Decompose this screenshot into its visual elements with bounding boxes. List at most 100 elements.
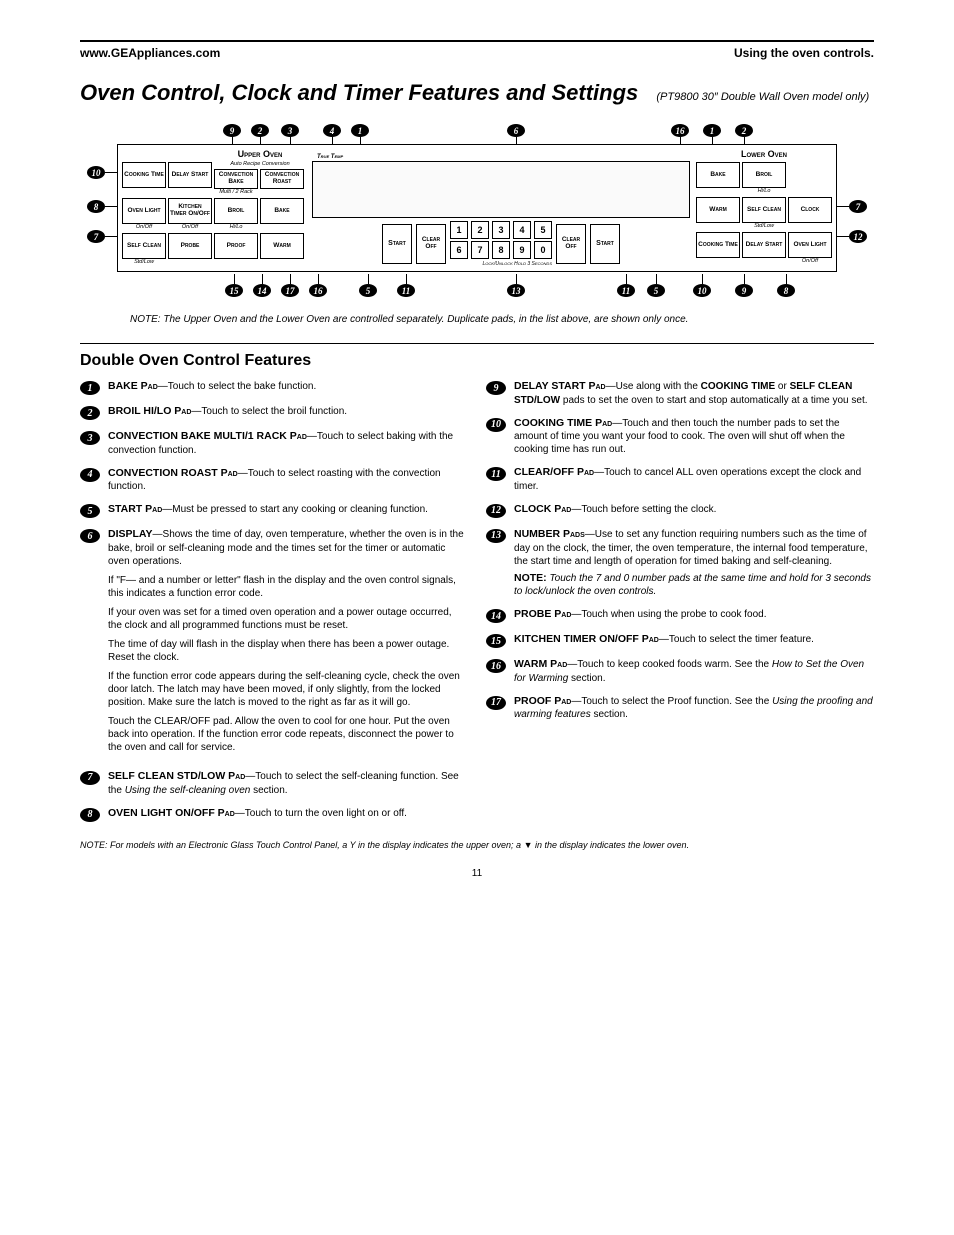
feature-body: COOKING TIME Pad—Touch and then touch th… xyxy=(514,417,874,457)
feature-body: WARM Pad—Touch to keep cooked foods warm… xyxy=(514,658,874,685)
feature-3: 3CONVECTION BAKE MULTI/1 RACK Pad—Touch … xyxy=(80,430,468,457)
kitchen-timer-btn[interactable]: Kitchen Timer On/Off xyxy=(168,198,212,224)
callout-11: 11 xyxy=(397,284,415,297)
feature-body: NUMBER Pads—Use to set any function requ… xyxy=(514,528,874,598)
feature-body: BROIL HI/LO Pad—Touch to select the broi… xyxy=(108,405,468,420)
feature-body: BAKE Pad—Touch to select the bake functi… xyxy=(108,380,468,395)
num-0[interactable]: 0 xyxy=(534,241,552,259)
num-5[interactable]: 5 xyxy=(534,221,552,239)
feature-6: 6DISPLAY—Shows the time of day, oven tem… xyxy=(80,528,468,760)
lcd-label: True Temp xyxy=(317,154,343,160)
control-panel-diagram: 9234161612 1087 712 Upper Oven Cooking T… xyxy=(117,118,837,304)
probe-btn[interactable]: Probe xyxy=(168,233,212,259)
top-rule xyxy=(80,40,874,42)
l-hilo-note: Hi/Lo xyxy=(742,189,786,196)
feature-11: 11 CLEAR/OFF Pad—Touch to cancel ALL oven… xyxy=(486,466,874,493)
l-onoff-note: On/Off xyxy=(788,259,832,266)
feature-16: 16 WARM Pad—Touch to keep cooked foods wa… xyxy=(486,658,874,685)
lcd-display: True Temp xyxy=(312,161,690,218)
feature-body: PROOF Pad—Touch to select the Proof func… xyxy=(514,695,874,722)
bake-btn[interactable]: Bake xyxy=(260,198,304,224)
l-light-btn[interactable]: Oven Light xyxy=(788,232,832,258)
feature-bullet: 16 xyxy=(486,659,506,673)
feature-bullet: 1 xyxy=(80,381,100,395)
feature-14: 14PROBE Pad—Touch when using the probe t… xyxy=(486,608,874,623)
feature-bullet: 12 xyxy=(486,504,506,518)
callout-12: 12 xyxy=(849,230,867,243)
callout-13: 13 xyxy=(507,284,525,297)
conv-roast-btn[interactable]: Convection Roast xyxy=(260,169,304,189)
cooking-time-btn[interactable]: Cooking Time xyxy=(122,162,166,188)
delay-start-btn[interactable]: Delay Start xyxy=(168,162,212,188)
features-grid: 1 BAKE Pad—Touch to select the bake funct… xyxy=(80,380,874,832)
feature-9: 9DELAY START Pad—Use along with the COOK… xyxy=(486,380,874,407)
oven-light-btn[interactable]: Oven Light xyxy=(122,198,166,224)
title-main: Oven Control, Clock and Timer Features a… xyxy=(80,80,638,105)
feature-body: CLEAR/OFF Pad—Touch to cancel ALL oven o… xyxy=(514,466,874,493)
title-sub: (PT9800 30″ Double Wall Oven model only) xyxy=(656,91,869,103)
row2b: On/Off On/Off Hi/Lo xyxy=(122,225,306,232)
header-right: Using the oven controls. xyxy=(734,46,874,60)
callout-16: 16 xyxy=(309,284,327,297)
num-4[interactable]: 4 xyxy=(513,221,531,239)
warm-btn[interactable]: Warm xyxy=(260,233,304,259)
proof-btn[interactable]: Proof xyxy=(214,233,258,259)
callout-7: 7 xyxy=(849,200,867,213)
l-bake-btn[interactable]: Bake xyxy=(696,162,740,188)
feature-bullet: 6 xyxy=(80,529,100,543)
num-8[interactable]: 8 xyxy=(492,241,510,259)
panel-row: 1087 712 Upper Oven Cooking Time Delay S… xyxy=(117,144,837,272)
callout-14: 14 xyxy=(253,284,271,297)
numpad-caption: Lock/Unlock Hold 3 Seconds xyxy=(450,261,552,267)
num-7[interactable]: 7 xyxy=(471,241,489,259)
num-1[interactable]: 1 xyxy=(450,221,468,239)
conv-bake-btn[interactable]: Convection Bake xyxy=(214,169,258,189)
feature-7: 7SELF CLEAN STD/LOW Pad—Touch to select … xyxy=(80,770,468,797)
num-2[interactable]: 2 xyxy=(471,221,489,239)
callout-4: 4 xyxy=(323,124,341,137)
feature-12: 12CLOCK Pad—Touch before setting the clo… xyxy=(486,503,874,518)
feature-bullet: 17 xyxy=(486,696,506,710)
row1: Cooking Time Delay Start Auto Recipe Con… xyxy=(122,162,306,189)
num-6[interactable]: 6 xyxy=(450,241,468,259)
auto-recipe-note: Auto Recipe Conversion xyxy=(214,162,306,169)
feature-bullet: 10 xyxy=(486,418,506,432)
clear-off-right[interactable]: Clear Off xyxy=(556,224,586,264)
stdlow-note: Std/Low xyxy=(122,260,166,267)
row2: Oven Light Kitchen Timer On/Off Broil Ba… xyxy=(122,198,306,224)
l-self-btn[interactable]: Self Clean xyxy=(742,197,786,223)
feature-8: 8OVEN LIGHT ON/OFF Pad—Touch to turn the… xyxy=(80,807,468,822)
l-delay-btn[interactable]: Delay Start xyxy=(742,232,786,258)
callout-6: 6 xyxy=(507,124,525,137)
feature-body: DELAY START Pad—Use along with the COOKI… xyxy=(514,380,874,407)
start-right[interactable]: Start xyxy=(590,224,620,264)
l-cook-btn[interactable]: Cooking Time xyxy=(696,232,740,258)
display-area: True Temp Start Clear Off 1 2 3 4 5 xyxy=(312,149,690,267)
feature-13: 13NUMBER Pads—Use to set any function re… xyxy=(486,528,874,598)
l-broil-btn[interactable]: Broil xyxy=(742,162,786,188)
feature-bullet: 15 xyxy=(486,634,506,648)
start-left[interactable]: Start xyxy=(382,224,412,264)
num-3[interactable]: 3 xyxy=(492,221,510,239)
callout-1: 1 xyxy=(703,124,721,137)
num-9[interactable]: 9 xyxy=(513,241,531,259)
self-clean-btn[interactable]: Self Clean xyxy=(122,233,166,259)
feature-body: OVEN LIGHT ON/OFF Pad—Touch to turn the … xyxy=(108,807,468,822)
feature-bullet: 11 xyxy=(486,467,506,481)
callout-3: 3 xyxy=(281,124,299,137)
header-left: www.GEAppliances.com xyxy=(80,46,220,60)
clear-off-left[interactable]: Clear Off xyxy=(416,224,446,264)
control-panel: Upper Oven Cooking Time Delay Start Auto… xyxy=(117,144,837,272)
feature-4: 4CONVECTION ROAST Pad—Touch to select ro… xyxy=(80,467,468,494)
broil-btn[interactable]: Broil xyxy=(214,198,258,224)
feature-17: 17 PROOF Pad—Touch to select the Proof fu… xyxy=(486,695,874,722)
l-clock-btn[interactable]: Clock xyxy=(788,197,832,223)
header: www.GEAppliances.com Using the oven cont… xyxy=(80,46,874,60)
callout-2: 2 xyxy=(735,124,753,137)
feature-body: CONVECTION BAKE MULTI/1 RACK Pad—Touch t… xyxy=(108,430,468,457)
diagram-note: NOTE: The Upper Oven and the Lower Oven … xyxy=(130,314,874,325)
l-warm-btn[interactable]: Warm xyxy=(696,197,740,223)
row3: Self Clean Probe Proof Warm xyxy=(122,233,306,259)
feature-bullet: 7 xyxy=(80,771,100,785)
lrow2: Warm Self Clean Clock xyxy=(696,197,832,223)
